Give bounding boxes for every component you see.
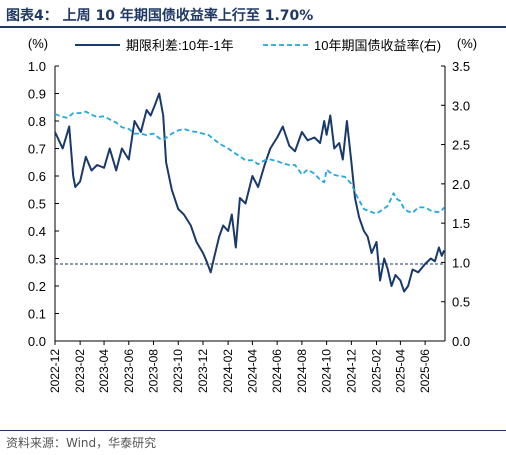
axes-group	[54, 66, 446, 342]
x-tick-label: 2025-06	[418, 349, 432, 393]
right-tick-label: 1.0	[452, 255, 470, 270]
x-tick-label: 2023-12	[196, 349, 210, 393]
x-tick-label: 2024-06	[270, 349, 284, 393]
x-tick-label: 2023-04	[97, 349, 111, 393]
right-axis-unit: (%)	[457, 36, 477, 51]
x-tick-label: 2024-02	[221, 349, 235, 393]
chart-title: 图表4： 上周 10 年期国债收益率上行至 1.70%	[6, 8, 314, 24]
source-note: 资料来源：Wind，华泰研究	[6, 436, 157, 450]
right-tick-label: 1.5	[452, 216, 470, 231]
series-line-spread	[54, 92, 446, 293]
footer-divider	[0, 430, 506, 431]
right-tick-label: 3.0	[452, 98, 470, 113]
tick-group: (%) (%) 0.0 0.1 0.2 0.3 0.4 0.5 0.6 0.7 0.8 0.9 1.0 0…	[28, 36, 477, 393]
x-tick-label: 2024-08	[295, 349, 309, 393]
left-tick-label: 0.6	[28, 169, 46, 184]
x-tick-label: 2024-12	[344, 349, 358, 393]
left-tick-label: 0.7	[28, 142, 46, 157]
x-tick-label: 2022-12	[48, 349, 62, 393]
left-tick-label: 0.0	[28, 334, 46, 349]
left-tick-label: 0.4	[28, 224, 46, 239]
x-tick-label: 2023-08	[147, 349, 161, 393]
left-tick-label: 0.9	[28, 87, 46, 102]
right-tick-label: 2.0	[452, 177, 470, 192]
left-axis-unit: (%)	[28, 36, 48, 51]
left-tick-label: 1.0	[28, 59, 46, 74]
left-tick-label: 0.1	[28, 307, 46, 322]
series-group	[54, 92, 446, 293]
x-tick-label: 2025-04	[393, 349, 407, 393]
x-tick-label: 2023-02	[73, 349, 87, 393]
right-tick-label: 3.5	[452, 59, 470, 74]
left-tick-label: 0.3	[28, 252, 46, 267]
right-tick-label: 2.5	[452, 138, 470, 153]
legend-label-yield: 10年期国债收益率(右)	[314, 38, 441, 53]
x-tick-label: 2024-10	[320, 349, 334, 393]
legend-label-spread: 期限利差:10年-1年	[126, 38, 234, 53]
title-divider	[0, 26, 506, 28]
x-tick-label: 2023-06	[122, 349, 136, 393]
legend: 期限利差:10年-1年 10年期国债收益率(右)	[75, 38, 441, 53]
x-tick-label: 2025-02	[369, 349, 383, 393]
left-tick-label: 0.2	[28, 279, 46, 294]
right-tick-label: 0.5	[452, 295, 470, 310]
left-tick-label: 0.5	[28, 197, 46, 212]
right-tick-label: 0.0	[452, 334, 470, 349]
chart-plot: (%) (%) 0.0 0.1 0.2 0.3 0.4 0.5 0.6 0.7 0.8 0.9 1.0 0…	[28, 36, 477, 393]
series-line-yield	[54, 110, 445, 215]
x-tick-label: 2023-10	[171, 349, 185, 393]
x-tick-label: 2024-04	[245, 349, 259, 393]
left-tick-label: 0.8	[28, 114, 46, 129]
